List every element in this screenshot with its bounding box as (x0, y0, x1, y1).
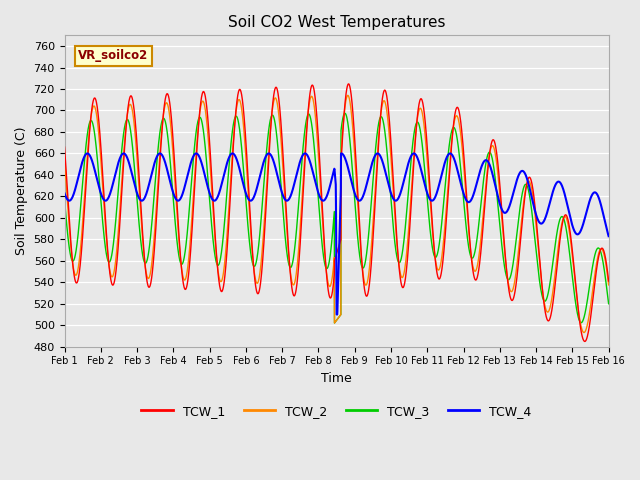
TCW_3 (595, 245, 602, 251)
TCW_4 (536, 220, 543, 226)
TCW_2 (155, 166, 163, 171)
TCW_3 (536, 279, 543, 285)
Line: TCW_2: TCW_2 (65, 96, 609, 333)
TCW_2 (269, 101, 277, 107)
TCW_3 (331, 320, 339, 326)
TCW_2 (536, 259, 543, 265)
TCW_1 (61, 144, 68, 150)
Text: VR_soilco2: VR_soilco2 (78, 49, 148, 62)
Line: TCW_1: TCW_1 (65, 84, 609, 341)
Y-axis label: Soil Temperature (C): Soil Temperature (C) (15, 127, 28, 255)
TCW_4 (123, 154, 131, 160)
TCW_4 (156, 151, 163, 156)
TCW_3 (341, 110, 349, 116)
TCW_3 (293, 224, 301, 230)
TCW_1 (269, 97, 277, 103)
X-axis label: Time: Time (321, 372, 352, 385)
Title: Soil CO2 West Temperatures: Soil CO2 West Temperatures (228, 15, 445, 30)
TCW_4 (595, 194, 602, 200)
TCW_4 (333, 312, 340, 317)
TCW_2 (123, 118, 131, 124)
TCW_2 (595, 252, 602, 258)
TCW_1 (155, 176, 163, 181)
TCW_3 (269, 113, 277, 119)
TCW_1 (581, 338, 589, 344)
TCW_2 (580, 330, 588, 336)
TCW_4 (269, 158, 277, 164)
TCW_1 (123, 119, 131, 124)
TCW_4 (61, 191, 68, 196)
TCW_4 (293, 170, 301, 176)
Legend: TCW_1, TCW_2, TCW_3, TCW_4: TCW_1, TCW_2, TCW_3, TCW_4 (136, 400, 537, 423)
TCW_2 (344, 93, 351, 98)
Line: TCW_4: TCW_4 (65, 154, 609, 314)
TCW_2 (293, 267, 301, 273)
Line: TCW_3: TCW_3 (65, 113, 609, 323)
TCW_3 (605, 301, 612, 307)
TCW_4 (84, 151, 92, 156)
TCW_1 (293, 283, 301, 288)
TCW_1 (605, 278, 612, 284)
TCW_3 (61, 197, 68, 203)
TCW_4 (605, 233, 612, 239)
TCW_1 (536, 255, 543, 261)
TCW_1 (344, 81, 352, 87)
TCW_3 (155, 138, 163, 144)
TCW_1 (595, 255, 602, 261)
TCW_2 (61, 157, 68, 163)
TCW_2 (605, 282, 612, 288)
TCW_3 (123, 117, 131, 123)
